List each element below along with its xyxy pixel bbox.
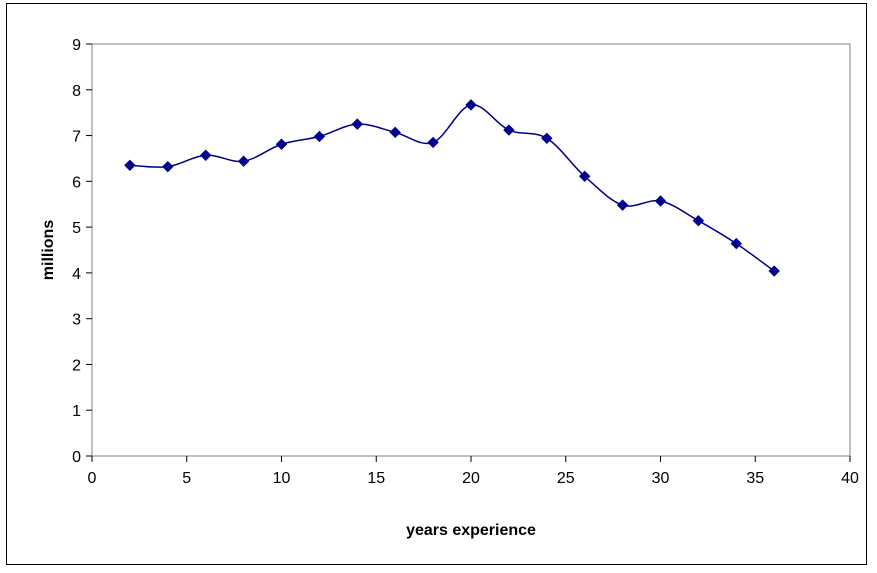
data-point xyxy=(503,124,515,136)
x-tick-label: 30 xyxy=(652,470,670,487)
data-point xyxy=(275,138,288,150)
data-point xyxy=(654,195,667,207)
y-tick-label: 4 xyxy=(72,266,81,283)
x-tick-label: 20 xyxy=(462,470,480,487)
data-point xyxy=(313,130,326,143)
x-axis: 0 5 10 15 20 25 30 35 40 xyxy=(88,456,859,487)
y-tick-label: 8 xyxy=(72,83,81,100)
y-tick-label: 1 xyxy=(72,403,81,420)
y-axis-title: millions xyxy=(40,220,57,281)
line-chart: 0 1 2 3 4 5 6 7 8 9 0 5 10 15 20 25 30 35 40 years experi… xyxy=(40,37,859,539)
y-tick-label: 0 xyxy=(72,449,81,466)
y-axis: 0 1 2 3 4 5 6 7 8 9 xyxy=(72,37,92,466)
x-axis-title: years experience xyxy=(406,522,536,539)
y-tick-label: 5 xyxy=(72,220,81,237)
x-tick-label: 25 xyxy=(557,470,575,487)
data-point xyxy=(541,132,553,145)
data-point xyxy=(427,136,439,149)
data-point xyxy=(578,170,591,183)
y-tick-label: 7 xyxy=(72,129,81,146)
data-point xyxy=(616,199,629,211)
data-point xyxy=(768,265,780,277)
series-layer xyxy=(124,99,780,277)
y-tick-label: 9 xyxy=(72,37,81,54)
plot-area xyxy=(91,43,851,457)
data-point xyxy=(162,160,174,173)
data-point xyxy=(199,149,212,161)
data-point xyxy=(389,126,401,139)
data-point xyxy=(465,99,477,111)
x-tick-label: 0 xyxy=(88,470,97,487)
x-tick-label: 5 xyxy=(182,470,191,487)
data-point xyxy=(692,214,705,227)
y-tick-label: 6 xyxy=(72,174,81,191)
x-tick-label: 35 xyxy=(746,470,764,487)
data-point xyxy=(351,118,364,130)
y-tick-label: 3 xyxy=(72,312,81,329)
x-tick-label: 40 xyxy=(841,470,859,487)
chart-frame: 0 1 2 3 4 5 6 7 8 9 0 5 10 15 20 25 30 35 40 years experi… xyxy=(6,3,867,565)
x-tick-label: 15 xyxy=(367,470,385,487)
data-point xyxy=(124,159,136,172)
y-tick-label: 2 xyxy=(72,357,81,374)
data-point xyxy=(237,155,250,167)
x-tick-label: 10 xyxy=(273,470,291,487)
data-point xyxy=(730,237,743,250)
